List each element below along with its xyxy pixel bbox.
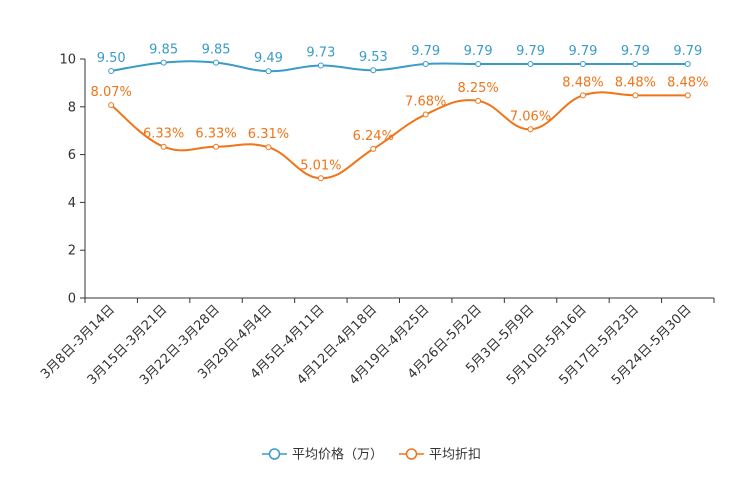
data-label: 9.79 [673, 44, 702, 59]
data-point [160, 143, 167, 150]
legend: 平均价格（万） 平均折扣 [262, 447, 481, 463]
data-label: 9.73 [306, 45, 335, 60]
data-label: 6.31% [248, 127, 289, 142]
y-tick-label: 10 [59, 53, 76, 68]
data-label: 9.79 [464, 44, 493, 59]
data-point [317, 175, 324, 182]
data-label: 9.53 [359, 50, 388, 65]
y-tick-label: 8 [68, 100, 76, 115]
data-label: 8.25% [457, 81, 498, 96]
y-axis: 0 2 4 6 8 10 [59, 53, 86, 307]
data-label: 7.06% [510, 109, 551, 124]
data-label: 9.79 [621, 44, 650, 59]
data-label: 5.01% [300, 158, 341, 173]
data-point [579, 92, 586, 99]
y-tick-label: 2 [68, 244, 76, 259]
data-point [213, 143, 220, 150]
data-point [527, 61, 534, 68]
data-point [422, 111, 429, 118]
y-tick-label: 4 [68, 196, 76, 211]
data-point [160, 59, 167, 66]
data-point [475, 97, 482, 104]
data-label: 9.85 [202, 43, 231, 58]
data-point [108, 67, 115, 74]
data-point [527, 126, 534, 133]
data-label: 8.48% [667, 75, 708, 90]
data-point [370, 145, 377, 152]
data-label: 6.33% [195, 127, 236, 142]
data-label: 6.33% [143, 127, 184, 142]
data-point [632, 92, 639, 99]
legend-label: 平均折扣 [429, 448, 481, 463]
data-label: 7.68% [405, 94, 446, 109]
data-label: 9.85 [149, 43, 178, 58]
data-label: 8.48% [615, 75, 656, 90]
data-label: 8.48% [562, 75, 603, 90]
data-label: 9.79 [516, 44, 545, 59]
data-label: 8.07% [91, 85, 132, 100]
data-point [108, 102, 115, 109]
data-label: 9.49 [254, 51, 283, 66]
legend-marker-icon [405, 448, 418, 460]
x-axis: 3月8日-3月14日3月15日-3月21日3月22日-3月28日3月29日-4月… [38, 297, 715, 388]
legend-item-1[interactable]: 平均折扣 [399, 448, 481, 463]
data-point [684, 61, 691, 68]
legend-label: 平均价格（万） [292, 447, 383, 463]
data-point [422, 61, 429, 68]
data-point [265, 144, 272, 151]
y-tick-label: 0 [68, 292, 76, 307]
legend-marker-icon [268, 448, 281, 460]
data-point [579, 61, 586, 68]
data-point [475, 61, 482, 68]
data-point [213, 59, 220, 66]
data-label: 9.79 [568, 44, 597, 59]
data-point [684, 92, 691, 99]
data-point [632, 61, 639, 68]
data-point [370, 67, 377, 74]
data-label: 9.79 [411, 44, 440, 59]
series-layer [108, 59, 691, 182]
legend-item-0[interactable]: 平均价格（万） [262, 447, 383, 463]
y-tick-label: 6 [68, 148, 76, 163]
data-label: 9.50 [97, 51, 126, 66]
series-line-0 [111, 60, 688, 73]
data-labels-layer: 9.50 9.85 9.85 9.49 9.73 9.53 9.79 9.79 9.79 9.79… [91, 43, 709, 174]
data-point [265, 68, 272, 75]
data-label: 6.24% [353, 129, 394, 144]
data-point [317, 62, 324, 69]
